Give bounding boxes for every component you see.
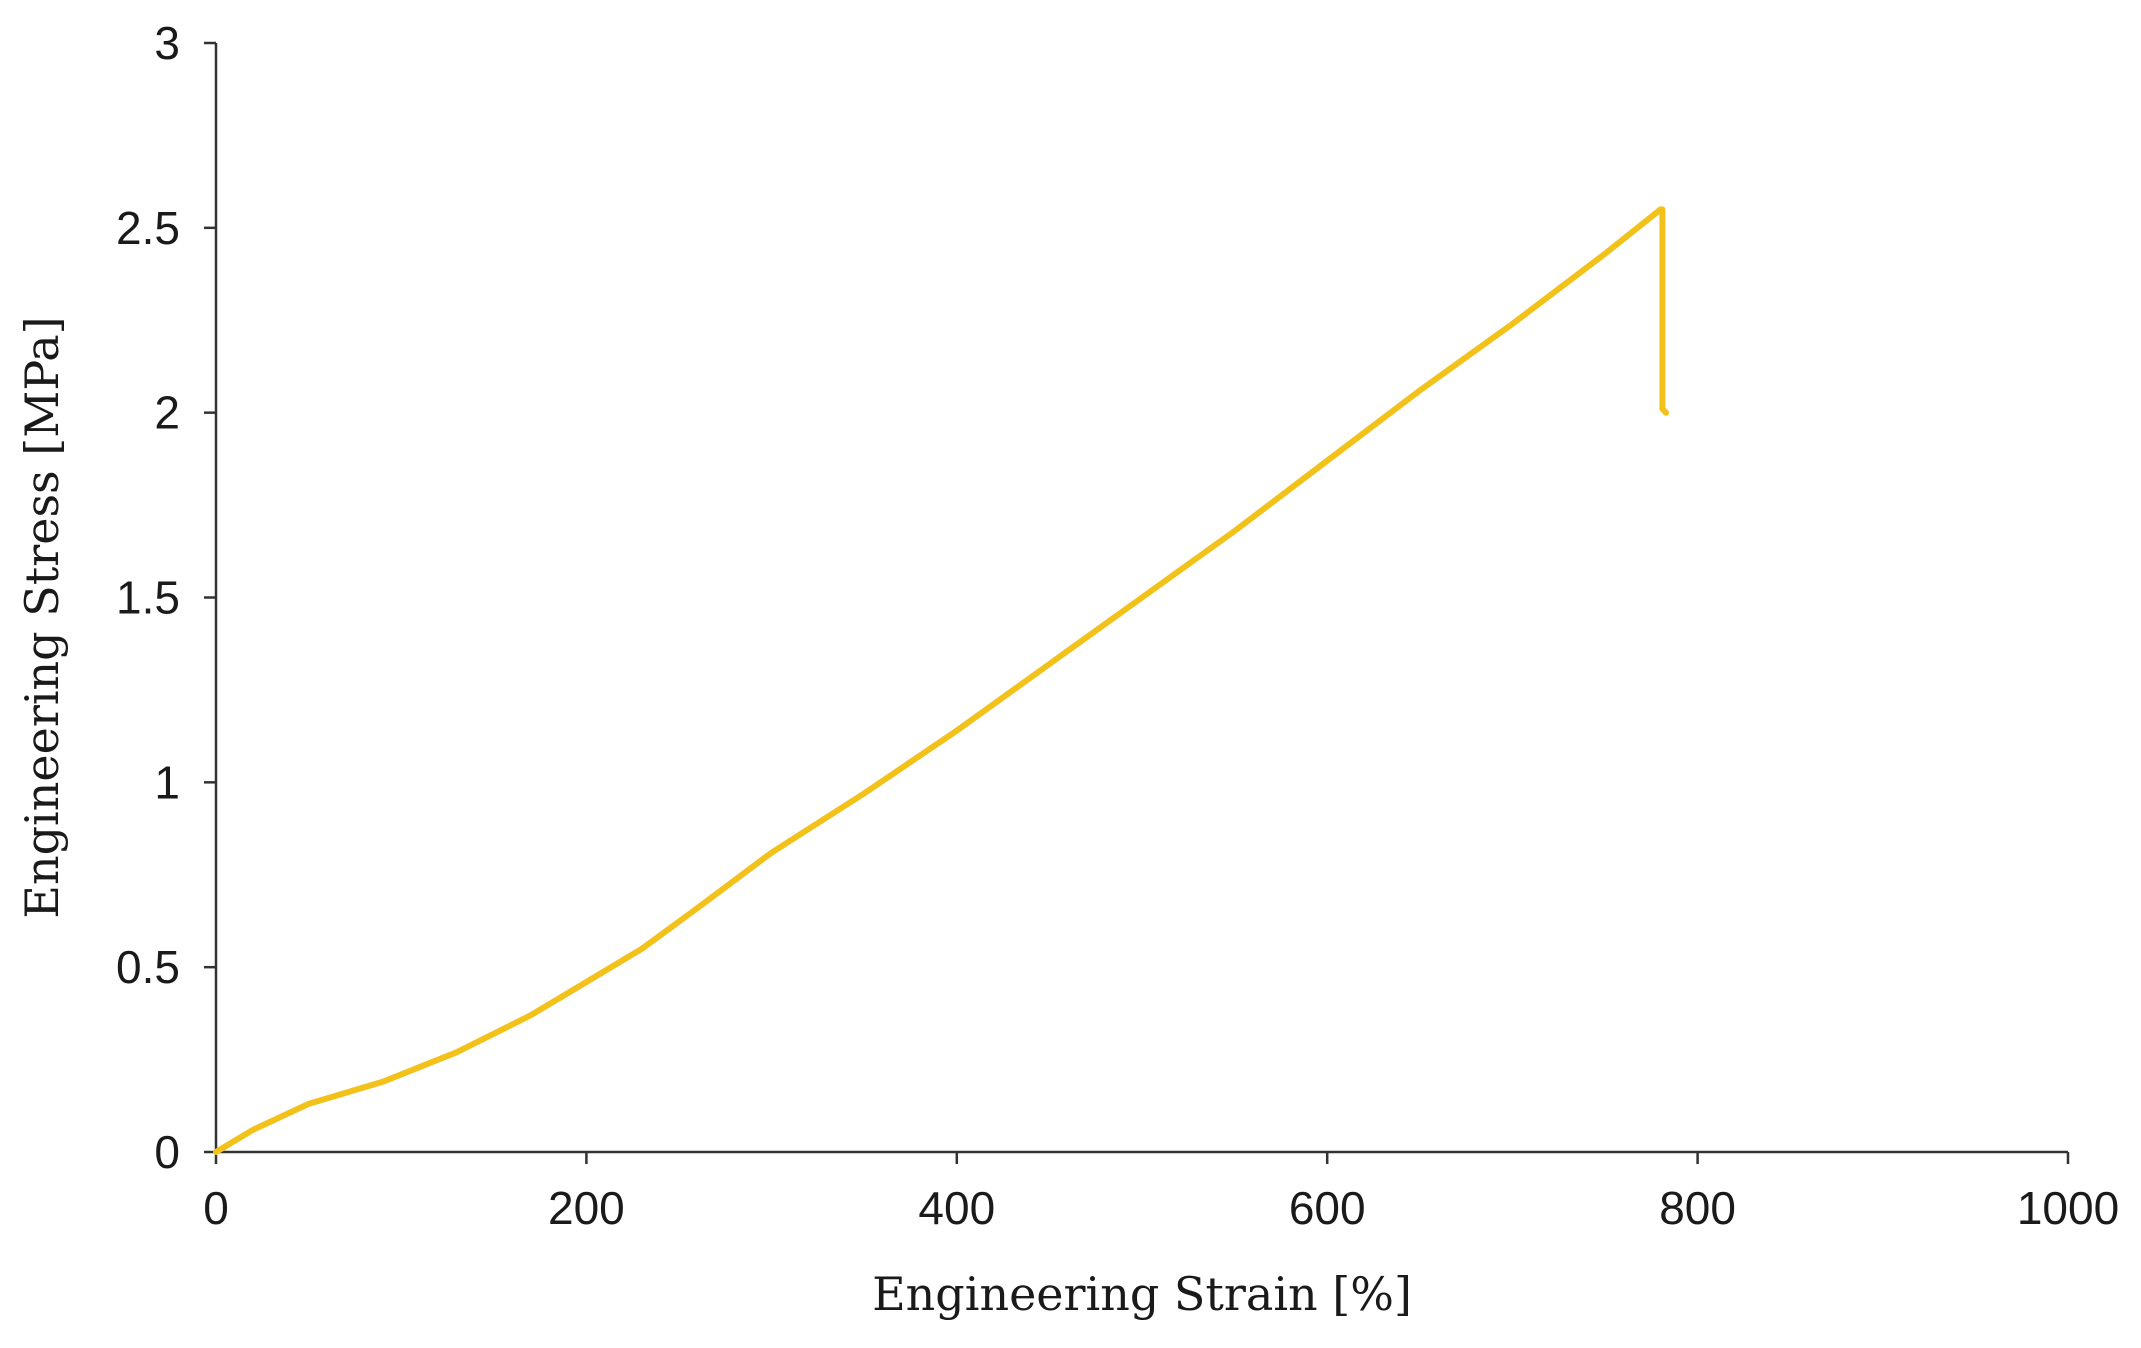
y-axis-ticks: 0 0.5 1 1.5 2 2.5 3	[116, 17, 216, 1178]
y-axis-title: Engineering Stress [MPa]	[15, 316, 69, 918]
x-tick-label: 200	[548, 1182, 625, 1234]
x-tick-label: 400	[918, 1182, 995, 1234]
x-tick-label: 1000	[2017, 1182, 2119, 1234]
y-tick-label: 2	[154, 387, 180, 439]
x-axis-title: Engineering Strain [%]	[872, 1267, 1412, 1321]
y-tick-label: 2.5	[116, 202, 180, 254]
y-tick-label: 1	[154, 756, 180, 808]
x-tick-label: 0	[203, 1182, 229, 1234]
x-tick-label: 600	[1289, 1182, 1366, 1234]
x-axis-ticks: 0 200 400 600 800 1000	[203, 1152, 2119, 1234]
y-tick-label: 1.5	[116, 572, 180, 624]
x-tick-label: 800	[1659, 1182, 1736, 1234]
series-line-0	[213, 206, 1670, 1155]
series-layer	[213, 206, 1670, 1155]
y-tick-label: 0	[154, 1126, 180, 1178]
y-tick-label: 3	[154, 17, 180, 69]
y-tick-label: 0.5	[116, 941, 180, 993]
